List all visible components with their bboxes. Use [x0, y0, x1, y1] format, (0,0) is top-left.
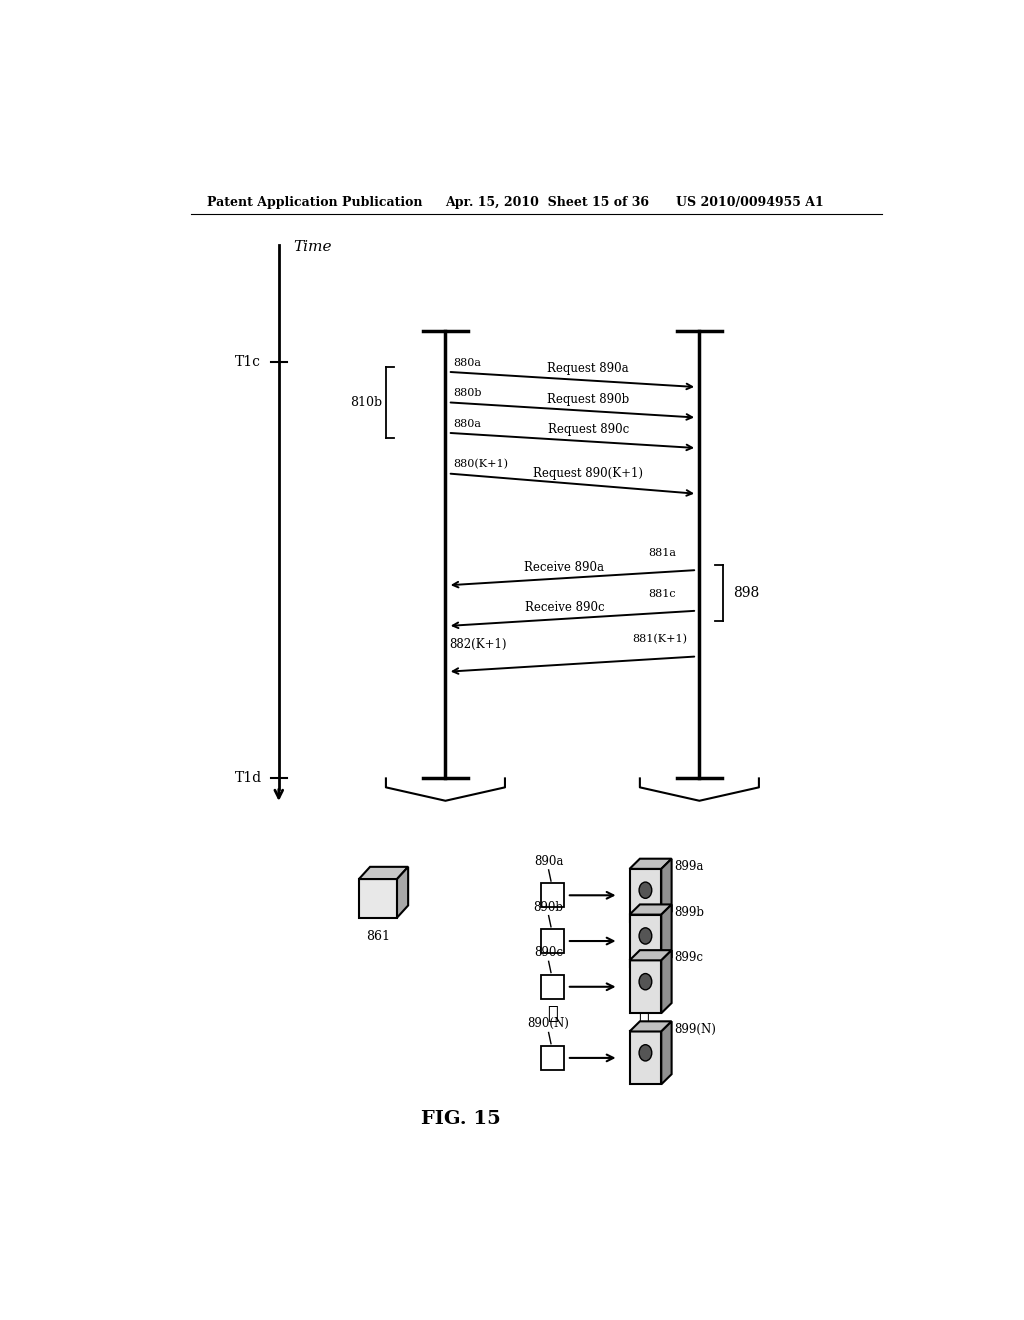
Text: Apr. 15, 2010  Sheet 15 of 36: Apr. 15, 2010 Sheet 15 of 36 — [445, 195, 649, 209]
Text: Request 890b: Request 890b — [547, 393, 630, 405]
Circle shape — [639, 1044, 652, 1061]
Text: US 2010/0094955 A1: US 2010/0094955 A1 — [676, 195, 823, 209]
Text: 881c: 881c — [648, 589, 676, 598]
Text: 890b: 890b — [534, 900, 563, 913]
Text: 890c: 890c — [535, 946, 563, 960]
Polygon shape — [397, 867, 409, 917]
Text: 881(K+1): 881(K+1) — [632, 634, 687, 644]
Text: Receive 890c: Receive 890c — [524, 601, 604, 614]
Text: 810b: 810b — [350, 396, 382, 409]
Text: T1c: T1c — [236, 355, 261, 368]
Text: T1d: T1d — [236, 771, 262, 785]
Text: 899a: 899a — [674, 859, 703, 873]
Text: 898: 898 — [733, 586, 759, 599]
Text: Patent Application Publication: Patent Application Publication — [207, 195, 423, 209]
Polygon shape — [662, 950, 672, 1014]
Polygon shape — [662, 904, 672, 968]
Bar — [541, 1045, 564, 1071]
Text: 861: 861 — [366, 931, 390, 942]
Circle shape — [639, 928, 652, 944]
Text: FIG. 15: FIG. 15 — [422, 1110, 501, 1129]
Bar — [630, 961, 662, 1014]
Text: Receive 890a: Receive 890a — [524, 561, 604, 574]
Polygon shape — [630, 904, 672, 915]
Text: Request 890c: Request 890c — [548, 424, 629, 437]
Circle shape — [639, 974, 652, 990]
Text: 890(N): 890(N) — [527, 1018, 569, 1031]
Polygon shape — [662, 1022, 672, 1084]
Text: Request 890(K+1): Request 890(K+1) — [534, 466, 643, 479]
Bar — [359, 879, 397, 917]
Text: 880a: 880a — [454, 358, 481, 368]
Text: 890a: 890a — [534, 855, 563, 867]
Bar — [630, 869, 662, 921]
Text: 880a: 880a — [454, 418, 481, 429]
Text: Request 890a: Request 890a — [548, 363, 629, 375]
Text: 881a: 881a — [648, 548, 676, 558]
Text: 880b: 880b — [454, 388, 482, 399]
Polygon shape — [630, 950, 672, 961]
Bar — [541, 929, 564, 953]
Text: 882(K+1): 882(K+1) — [450, 639, 507, 651]
Text: 880(K+1): 880(K+1) — [454, 459, 508, 470]
Text: ⋮: ⋮ — [547, 1006, 558, 1023]
Polygon shape — [630, 859, 672, 869]
Bar — [630, 1031, 662, 1084]
Polygon shape — [662, 859, 672, 921]
Text: 899c: 899c — [674, 952, 703, 965]
Text: ⋮: ⋮ — [639, 1006, 649, 1023]
Circle shape — [639, 882, 652, 899]
Text: 899(N): 899(N) — [674, 1023, 716, 1035]
Text: Time: Time — [293, 240, 332, 253]
Bar — [630, 915, 662, 968]
Bar — [541, 974, 564, 999]
Bar — [541, 883, 564, 907]
Polygon shape — [630, 1022, 672, 1031]
Text: 899b: 899b — [674, 906, 703, 919]
Polygon shape — [359, 867, 409, 879]
